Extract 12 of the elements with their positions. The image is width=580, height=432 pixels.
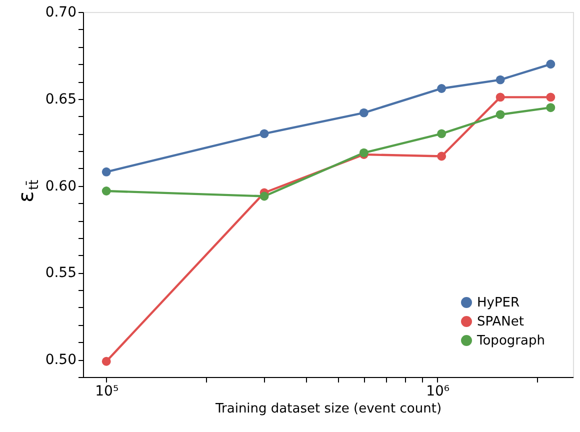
y-tick-label: 0.50 — [45, 352, 76, 368]
y-axis-title: εtt̄ — [14, 180, 42, 202]
legend-label: HyPER — [477, 296, 520, 310]
x-tick-label: 10⁵ — [95, 384, 119, 400]
legend-label: SPANet — [477, 314, 524, 330]
legend-label: Topograph — [476, 334, 545, 348]
x-tick-label: 10⁶ — [426, 384, 450, 400]
y-tick-label: 0.60 — [45, 178, 76, 194]
y-tick-label: 0.65 — [45, 91, 76, 108]
x-axis-title: Training dataset size (event count) — [214, 402, 442, 416]
y-tick-label: 0.70 — [45, 4, 76, 20]
y-tick-label: 0.55 — [45, 265, 76, 282]
